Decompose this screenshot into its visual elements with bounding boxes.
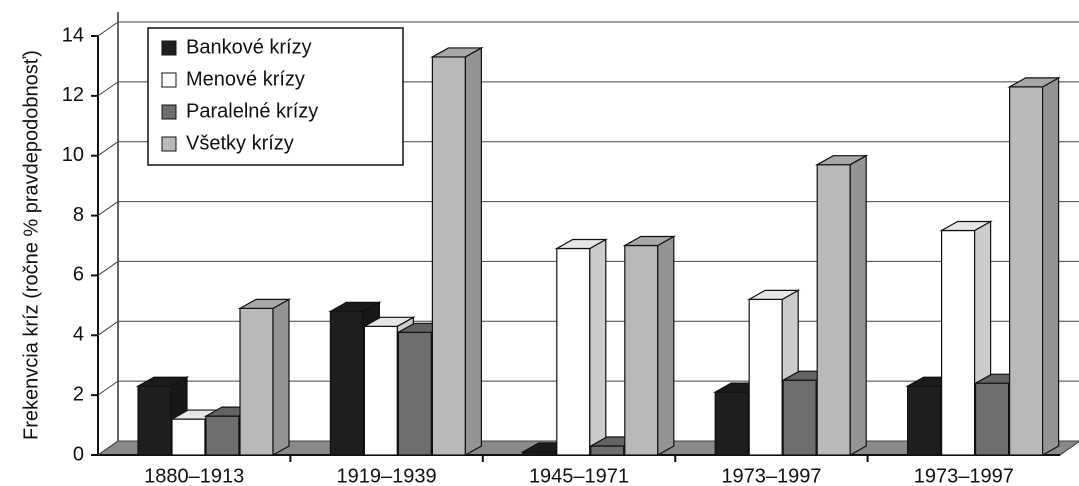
bar-top <box>939 220 993 232</box>
x-tick-label: 1880–1913 <box>144 465 244 486</box>
bar-side <box>464 46 482 457</box>
bar-front <box>974 382 1010 456</box>
legend-swatch <box>161 104 177 120</box>
bar-front <box>624 244 659 456</box>
bar-front <box>137 385 172 456</box>
y-tick-label: 8 <box>73 204 84 226</box>
bar-front <box>1008 86 1044 456</box>
grid-line <box>97 201 119 216</box>
bar <box>1007 76 1061 457</box>
bar-top <box>1007 77 1061 88</box>
bar-front <box>397 331 432 456</box>
legend-swatch <box>161 72 177 88</box>
x-tick-label: 1945–1971 <box>529 465 629 486</box>
bar <box>814 154 869 457</box>
bar-side <box>1041 76 1060 457</box>
y-tick-label: 10 <box>62 144 84 166</box>
bar-front <box>556 247 591 456</box>
legend-label: Všetky krízy <box>186 132 294 154</box>
bar-top <box>814 155 869 166</box>
legend-swatch <box>161 40 177 56</box>
bar-top <box>362 316 416 327</box>
y-tick-label: 6 <box>73 264 84 286</box>
bar-top <box>622 235 677 247</box>
grid-line <box>97 141 119 157</box>
legend-label: Paralelné krízy <box>186 100 318 122</box>
y-tick-label: 12 <box>62 84 84 106</box>
x-tick-label: 1919–1939 <box>337 465 437 486</box>
bar-front <box>329 310 364 456</box>
bar-front <box>171 418 206 456</box>
legend-swatch <box>161 136 177 152</box>
bar <box>622 235 677 457</box>
bar <box>746 289 801 457</box>
bar-side <box>657 235 675 457</box>
bar-top <box>328 301 382 312</box>
bar-front <box>816 164 851 456</box>
bar-top <box>554 238 609 250</box>
bar-side <box>849 154 867 457</box>
y-axis-label: Frekenvcia kríz (ročne % pravdepodobnosť… <box>20 50 42 440</box>
grid-line <box>97 380 119 396</box>
legend-box <box>147 27 404 166</box>
x-tick-label: 1973–1997 <box>914 465 1014 486</box>
bar-side <box>589 238 607 457</box>
bar <box>430 46 484 457</box>
bar-front <box>431 56 466 456</box>
bar-front <box>590 445 625 456</box>
bar-front <box>714 391 749 456</box>
y-tick-label: 0 <box>73 443 84 465</box>
y-tick-label: 14 <box>62 24 84 46</box>
bar-top <box>135 376 190 387</box>
bar-front <box>239 307 274 456</box>
bar-front <box>205 415 240 456</box>
bar-top <box>430 47 484 58</box>
bar-top <box>746 289 801 300</box>
x-tick-label: 1973–1997 <box>721 465 821 486</box>
bar <box>237 298 292 457</box>
bar-front <box>940 229 976 456</box>
legend-label: Menové krízy <box>186 68 305 90</box>
bar-front <box>363 325 398 456</box>
grid-line <box>97 261 119 276</box>
bar-side <box>272 298 290 457</box>
grid-line <box>97 320 119 336</box>
bar-front <box>748 298 783 456</box>
bar-front <box>906 385 942 456</box>
bar-front <box>782 379 817 456</box>
grid-line <box>97 440 119 456</box>
y-tick-label: 2 <box>73 383 84 405</box>
legend-label: Bankové krízy <box>186 36 312 58</box>
bar-top <box>237 298 292 309</box>
grid-line <box>97 81 119 97</box>
bar <box>554 238 609 457</box>
y-tick-label: 4 <box>73 324 84 346</box>
grid-line <box>97 21 119 37</box>
